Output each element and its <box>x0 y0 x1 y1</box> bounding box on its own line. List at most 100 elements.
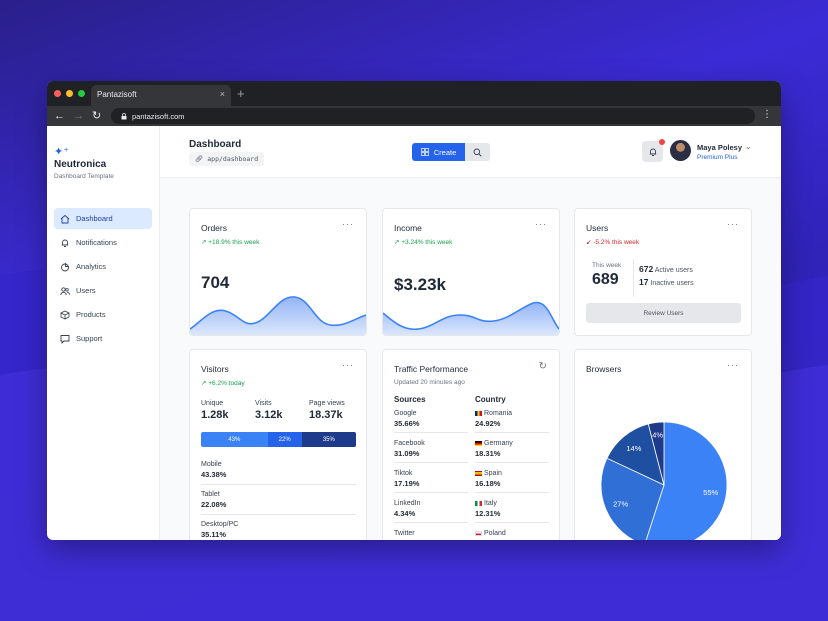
device-value: 43.38% <box>201 470 227 479</box>
country-label: Germany <box>484 440 513 447</box>
pie-chart-icon <box>61 262 69 271</box>
stat-value: 3.12k <box>255 409 283 421</box>
avatar[interactable] <box>670 140 691 161</box>
sidebar-item-support[interactable]: Support <box>54 328 152 349</box>
breadcrumb[interactable]: 🔗︎ app/dashboard <box>189 152 265 166</box>
sidebar-item-label: Dashboard <box>76 214 113 223</box>
more-icon[interactable]: ··· <box>535 219 547 229</box>
sidebar-item-analytics[interactable]: Analytics <box>54 256 152 277</box>
orders-card: Orders ··· ↗ +18.9% this week 704 <box>189 208 367 336</box>
new-tab-button[interactable]: + <box>237 86 245 101</box>
source-label: Twitter <box>394 530 415 537</box>
pie-slice-label: 27% <box>613 499 628 508</box>
browser-tab[interactable]: Pantazisoft × <box>91 85 231 106</box>
source-row: Twitter <box>394 530 468 540</box>
country-value: 24.92% <box>475 419 501 428</box>
more-icon[interactable]: ··· <box>342 219 354 229</box>
active-users: 672 Active users <box>639 264 693 274</box>
device-label: Tablet <box>201 491 220 498</box>
stat-visits: Visits 3.12k <box>255 400 283 421</box>
review-users-button[interactable]: Review Users <box>586 303 741 323</box>
back-icon[interactable]: ← <box>54 110 65 122</box>
inactive-count: 17 <box>639 277 649 287</box>
forward-icon[interactable]: → <box>73 110 84 122</box>
pie-slice[interactable] <box>606 423 665 486</box>
source-label: Tiktok <box>394 470 413 477</box>
create-button[interactable]: Create <box>412 143 465 161</box>
device-split-bar: 43% 22% 35% <box>201 432 356 447</box>
browser-window: Pantazisoft × + ← → ↻ pantazisoft.com ⋮ … <box>47 81 781 540</box>
trend-text: ↗ +6.2% today <box>201 380 245 387</box>
sidebar-item-products[interactable]: Products <box>54 304 152 325</box>
country-value: 16.18% <box>475 479 501 488</box>
home-icon <box>60 214 70 223</box>
card-title: Users <box>586 223 609 233</box>
orders-value: 704 <box>201 273 230 292</box>
sidebar-item-label: Analytics <box>76 262 107 271</box>
device-value: 35.11% <box>201 530 227 539</box>
card-title: Visitors <box>201 364 229 374</box>
sidebar-item-dashboard[interactable]: Dashboard <box>54 208 152 229</box>
trend-value: +18.9% this week <box>208 239 260 246</box>
address-bar-row: ← → ↻ pantazisoft.com ⋮ <box>47 106 781 126</box>
split-segment: 43% <box>201 432 268 447</box>
url-field[interactable]: pantazisoft.com <box>111 108 755 124</box>
more-icon[interactable]: ··· <box>727 360 739 370</box>
source-row: Facebook 31.09% <box>394 440 468 463</box>
country-row: Romania 24.92% <box>475 410 549 433</box>
updated-text: Updated 20 minutes ago <box>394 379 465 386</box>
maximize-window-button[interactable] <box>78 90 85 97</box>
source-label: Google <box>394 410 417 417</box>
users-icon <box>60 286 70 295</box>
search-icon <box>473 148 482 157</box>
stat-value: 18.37k <box>309 409 343 421</box>
minimize-window-button[interactable] <box>66 90 73 97</box>
source-value: 31.09% <box>394 449 420 458</box>
chevron-down-icon[interactable]: ⌄ <box>745 142 752 151</box>
more-icon[interactable]: ··· <box>342 360 354 370</box>
close-tab-icon[interactable]: × <box>219 89 225 99</box>
more-icon[interactable]: ··· <box>727 219 739 229</box>
url-text: pantazisoft.com <box>132 111 185 121</box>
search-button[interactable] <box>465 143 490 161</box>
spain-flag-icon <box>475 470 482 476</box>
visitors-card: Visitors ··· ↗ +6.2% today Unique 1.28k … <box>189 349 367 540</box>
split-segment: 22% <box>267 432 302 447</box>
main-content: Dashboard 🔗︎ app/dashboard Create Ma <box>160 126 781 540</box>
card-title: Income <box>394 223 422 233</box>
refresh-icon[interactable]: ↻ <box>538 361 547 372</box>
country-label: Italy <box>484 500 497 507</box>
active-label: Active users <box>654 267 693 274</box>
app: ✦⁺ Neutronica Dashboard Template Dashboa… <box>47 126 781 540</box>
reload-icon[interactable]: ↻ <box>92 110 102 122</box>
sources-heading: Sources <box>394 395 426 404</box>
pie-slice[interactable] <box>600 457 665 540</box>
active-count: 672 <box>639 264 654 274</box>
page-title: Dashboard <box>189 139 242 150</box>
device-row-desktop: Desktop/PC 35.11% <box>201 521 356 540</box>
trend-text: ↙ -5.2% this week <box>586 239 640 246</box>
stat-label: Visits <box>255 400 272 407</box>
card-title: Browsers <box>586 364 622 374</box>
sidebar-item-users[interactable]: Users <box>54 280 152 301</box>
sidebar-item-label: Notifications <box>76 238 117 247</box>
country-row: Germany 18.31% <box>475 440 549 463</box>
breadcrumb-text: app/dashboard <box>207 155 259 163</box>
pie-slice[interactable] <box>645 421 728 540</box>
browser-menu-icon[interactable]: ⋮ <box>762 109 772 120</box>
browsers-pie-chart: 55% 27% 14% 4% <box>600 421 728 540</box>
sidebar-item-notifications[interactable]: Notifications <box>54 232 152 253</box>
bell-icon <box>61 239 69 247</box>
grid-icon <box>420 148 429 156</box>
user-plan: Premium Plus <box>697 154 738 161</box>
inactive-users: 17 Inactive users <box>639 277 694 287</box>
close-window-button[interactable] <box>54 90 61 97</box>
country-value: 18.31% <box>475 449 501 458</box>
trend-text: ↗ +3.24% this week <box>394 239 453 246</box>
lock-icon <box>121 112 127 119</box>
trend-value: -5.2% this week <box>593 239 640 246</box>
notifications-button[interactable] <box>642 139 665 162</box>
stat-label: Unique <box>201 400 224 407</box>
pie-slice[interactable] <box>647 421 665 486</box>
poland-flag-icon <box>475 530 482 536</box>
